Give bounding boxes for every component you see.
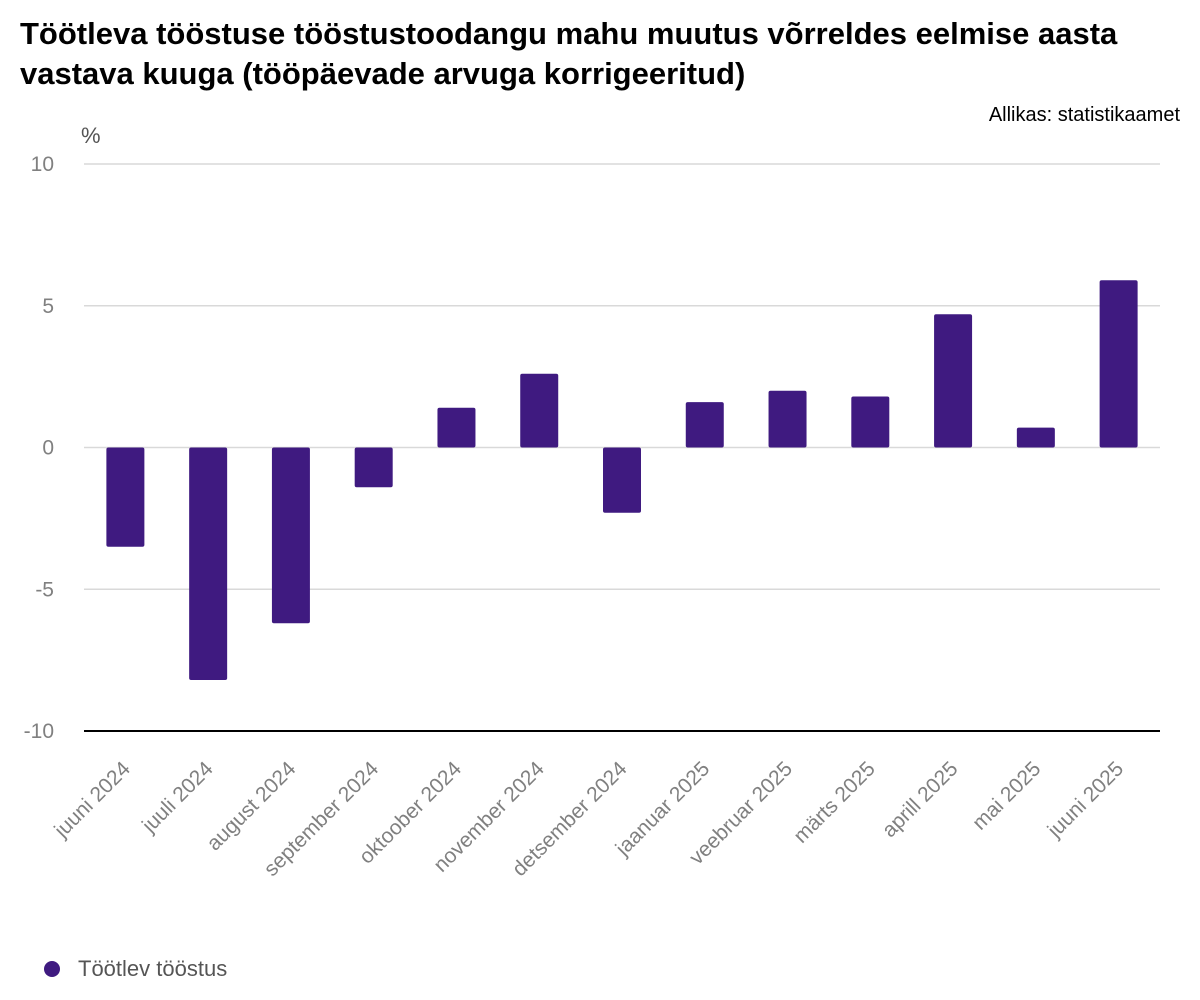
bar bbox=[934, 314, 973, 448]
y-tick-label: -10 bbox=[24, 720, 54, 743]
bar bbox=[1099, 280, 1138, 448]
bar bbox=[189, 447, 228, 680]
bar bbox=[768, 390, 807, 448]
chart-title: Töötleva tööstuse tööstustoodangu mahu m… bbox=[20, 16, 1118, 91]
source-note: Allikas: statistikaamet bbox=[988, 104, 1180, 126]
bar bbox=[354, 447, 393, 488]
legend-marker bbox=[44, 961, 60, 977]
x-tick-label: juuni 2025 bbox=[1043, 757, 1129, 843]
bar bbox=[1016, 427, 1055, 448]
x-tick-label: mai 2025 bbox=[968, 757, 1045, 834]
bar bbox=[437, 407, 476, 448]
bar bbox=[851, 396, 890, 448]
x-tick-label: juuni 2024 bbox=[49, 757, 135, 843]
x-tick-label: aprill 2025 bbox=[878, 757, 963, 842]
legend[interactable]: Töötlev tööstus bbox=[44, 956, 227, 982]
bar bbox=[520, 373, 559, 448]
bar bbox=[271, 447, 310, 624]
y-tick-label: 0 bbox=[42, 437, 54, 460]
bar bbox=[106, 447, 145, 547]
x-tick-label: märts 2025 bbox=[789, 757, 880, 848]
y-tick-label: 5 bbox=[42, 295, 54, 318]
bar bbox=[603, 447, 641, 513]
bar bbox=[685, 402, 724, 448]
y-tick-label: -5 bbox=[35, 578, 54, 601]
x-tick-label: juuli 2024 bbox=[137, 757, 218, 838]
y-tick-label: 10 bbox=[31, 153, 54, 176]
legend-label: Töötlev tööstus bbox=[78, 956, 228, 981]
y-axis-unit-label: % bbox=[81, 123, 101, 148]
